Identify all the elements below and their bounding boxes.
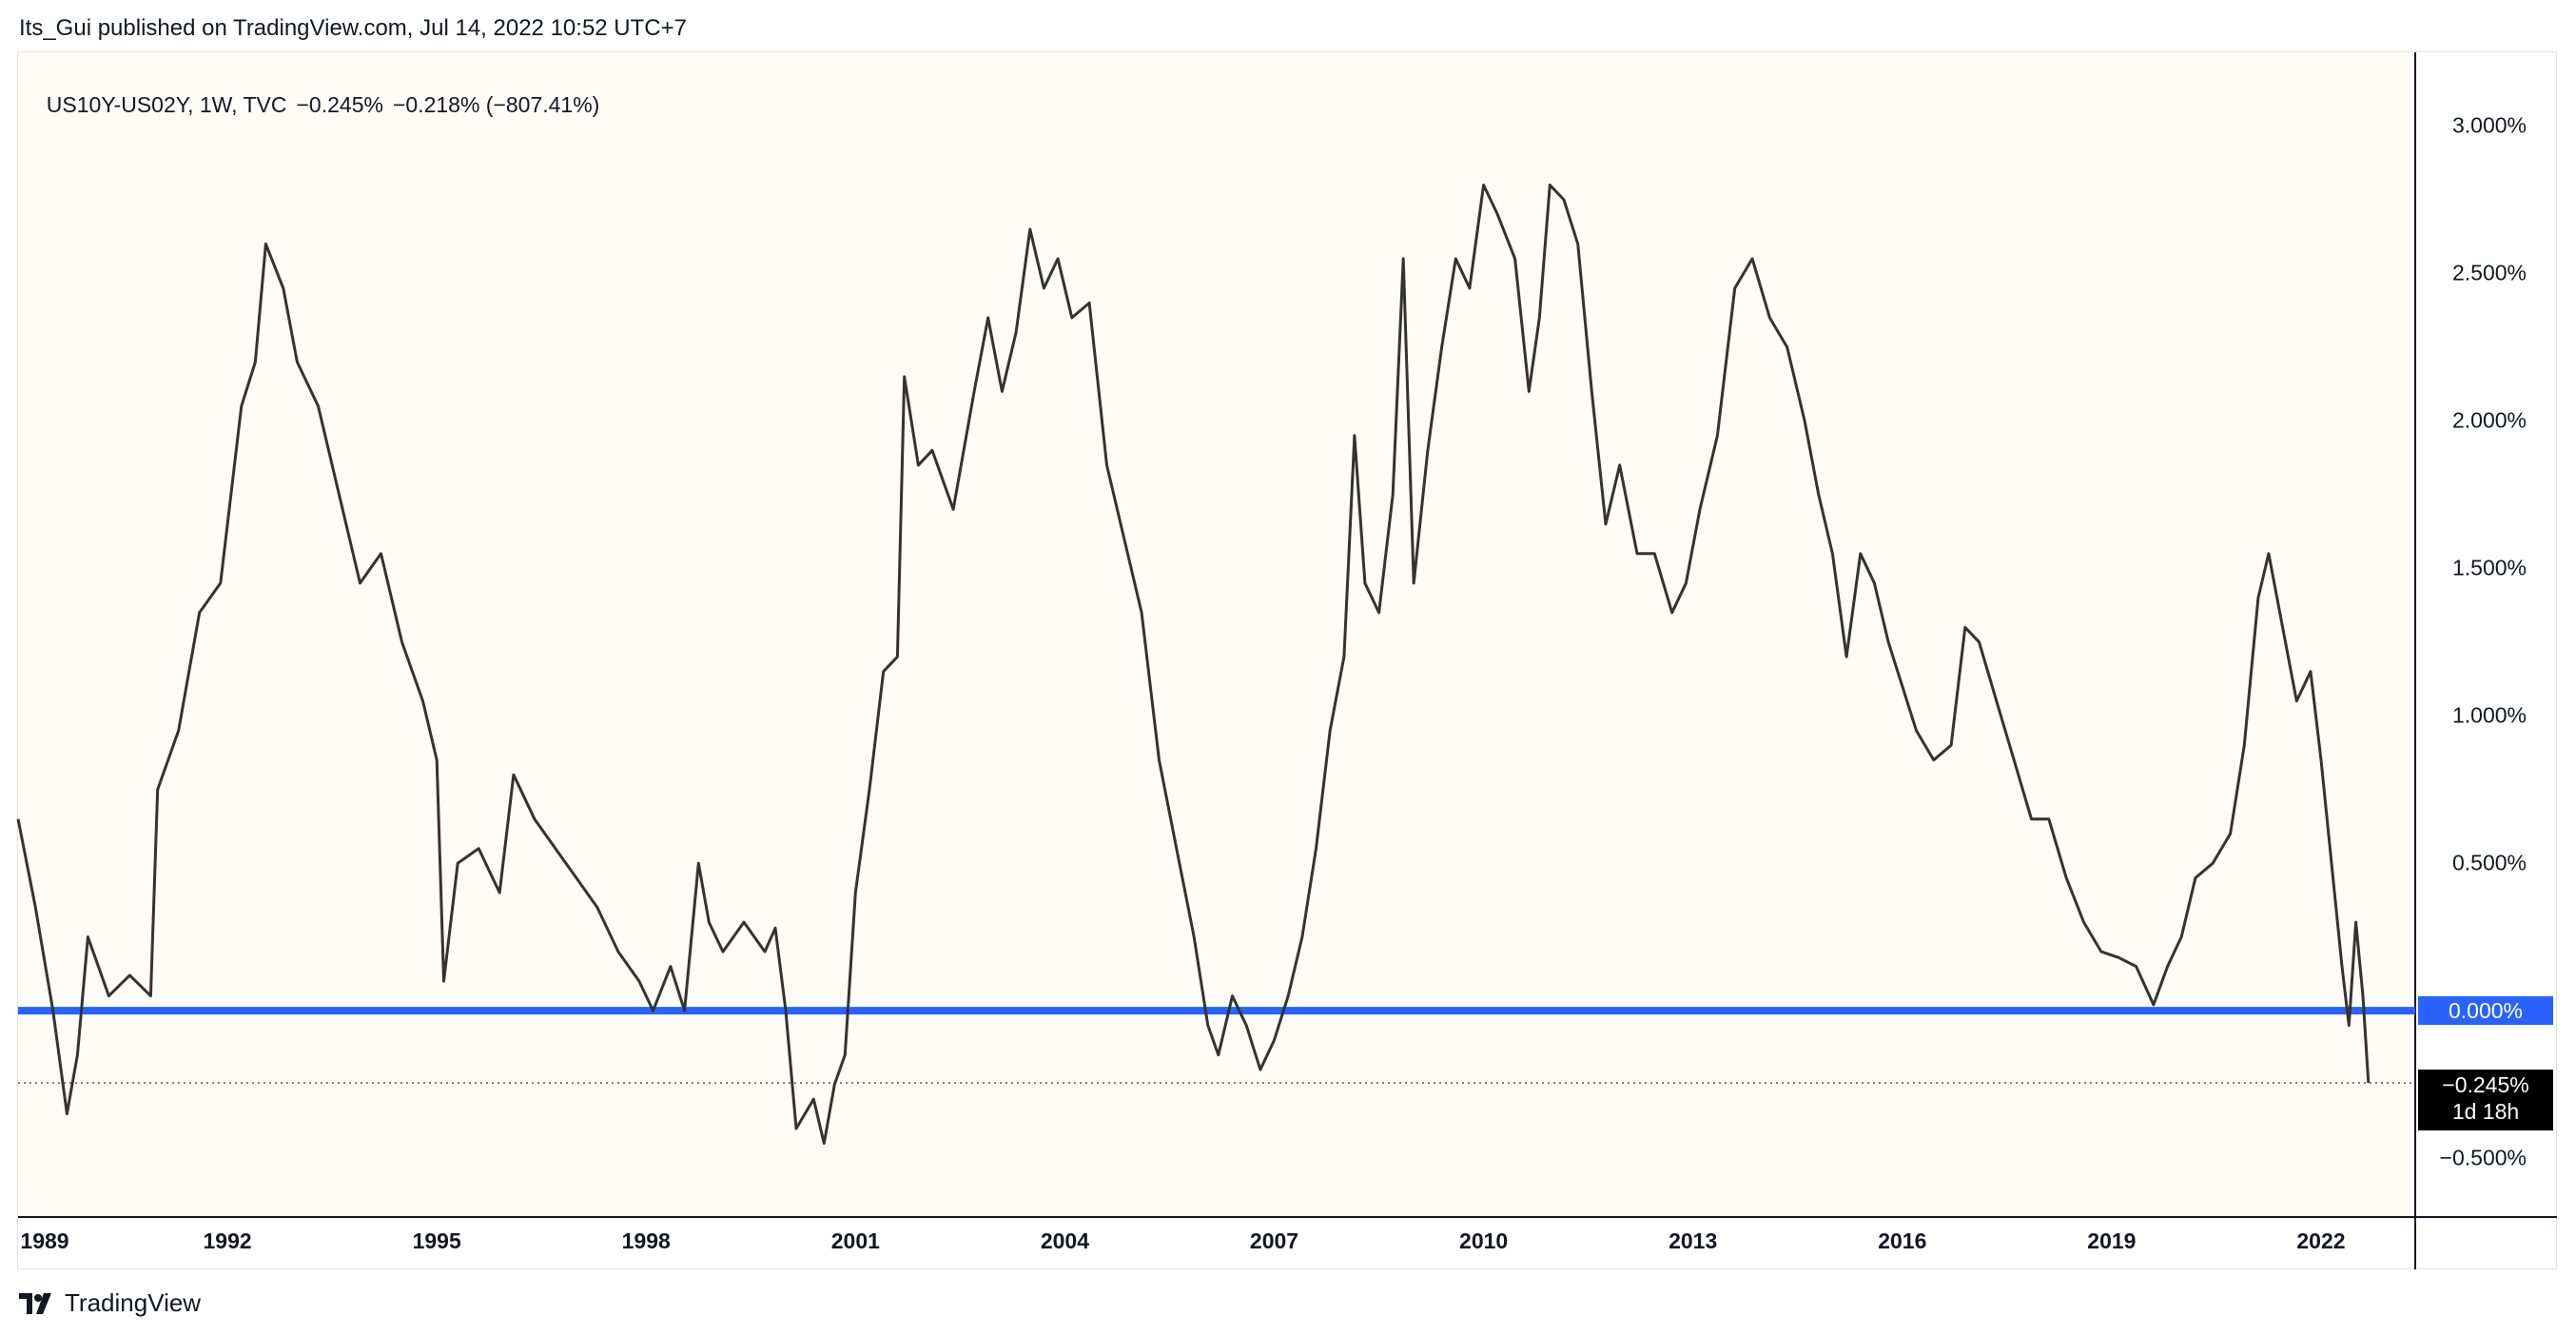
x-tick-label: 1989 — [20, 1228, 69, 1253]
symbol-legend: US10Y-US02Y, 1W, TVC −0.245% −0.218% (−807… — [34, 67, 609, 118]
spread-series-line — [16, 183, 2371, 1145]
x-tick-label: 2010 — [1459, 1228, 1509, 1253]
y-tick-label: 0.500% — [2451, 850, 2527, 875]
y-tick-label: −0.500% — [2439, 1145, 2527, 1170]
tradingview-logo-icon — [19, 1292, 51, 1314]
x-tick-label: 2016 — [1878, 1228, 1927, 1253]
y-tick-label: 2.500% — [2451, 260, 2527, 285]
brand-name: TradingView — [65, 1288, 202, 1317]
x-tick-label: 2001 — [830, 1228, 880, 1253]
x-tick-label: 1995 — [412, 1228, 461, 1253]
publish-info: Its_Gui published on TradingView.com, Ju… — [19, 15, 687, 41]
bar-countdown: 1d 18h — [2451, 1099, 2520, 1124]
x-tick-label: 2022 — [2296, 1228, 2346, 1253]
last-price-badge: −0.245% 1d 18h — [2418, 1070, 2553, 1130]
zero-line-badge: 0.000% — [2418, 996, 2553, 1026]
tradingview-brand[interactable]: TradingView — [19, 1288, 201, 1318]
x-tick-label: 1992 — [203, 1228, 252, 1253]
y-tick-label: 1.500% — [2451, 555, 2527, 580]
chart-frame — [17, 51, 2557, 1269]
symbol-info: US10Y-US02Y, 1W, TVC — [46, 92, 287, 117]
x-tick-label: 1998 — [621, 1228, 671, 1253]
change-value: −0.218% (−807.41%) — [392, 92, 600, 117]
last-value: −0.245% — [296, 92, 383, 117]
x-tick-label: 2019 — [2087, 1228, 2137, 1253]
y-tick-label: 1.000% — [2451, 702, 2527, 728]
x-tick-label: 2013 — [1669, 1228, 1718, 1253]
y-tick-label: 3.000% — [2451, 112, 2527, 138]
plot-area — [18, 52, 2415, 1217]
x-tick-label: 2004 — [1040, 1228, 1090, 1253]
last-price-label: −0.245% — [2442, 1072, 2529, 1097]
y-tick-label: 2.000% — [2451, 407, 2527, 433]
x-tick-label: 2007 — [1249, 1228, 1299, 1253]
